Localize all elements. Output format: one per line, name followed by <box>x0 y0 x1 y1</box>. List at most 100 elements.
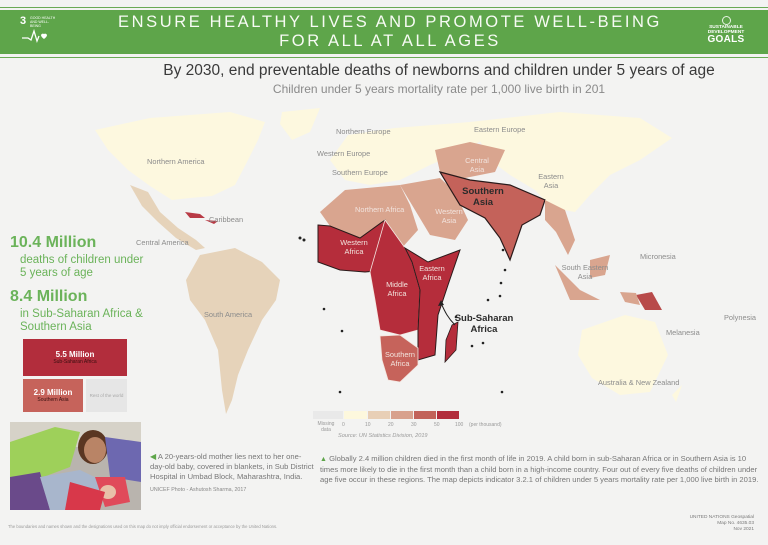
label-micronesia: Micronesia <box>640 252 676 261</box>
label-central-america: Central America <box>136 238 189 247</box>
region-melanesia <box>636 292 662 310</box>
label-eastern-africa: Eastern Africa <box>419 264 445 282</box>
region-caribbean <box>185 212 218 224</box>
label-southern-asia: Southern Asia <box>462 186 504 208</box>
label-central-asia: Central Asia <box>465 156 489 174</box>
deaths-treemap: 5.5 Million Sub-Saharan Africa 2.9 Milli… <box>23 339 128 412</box>
legend-swatch-10-20 <box>368 411 390 419</box>
treemap-sa-value: 2.9 Million <box>33 388 73 397</box>
stat-total-line1: deaths of children under <box>20 254 144 266</box>
map-credit: UNITED NATIONS Geospatial Map No. 4635.0… <box>690 515 754 533</box>
photo-caption: ◀ A 20-years-old mother lies next to her… <box>150 452 315 495</box>
stat-subset-value: 8.4 Million <box>10 288 88 305</box>
legend-tick-100: 100 <box>455 422 464 428</box>
logo-sustainable: SUSTAINABLE <box>709 25 743 30</box>
heartbeat-icon <box>22 29 47 43</box>
legend-swatch-missing <box>313 411 343 419</box>
label-eastern-europe: Eastern Europe <box>474 125 526 134</box>
stat-total-line2: 5 years of age <box>20 267 93 279</box>
label-eastern-asia: Eastern Asia <box>538 172 564 190</box>
region-australia <box>578 315 668 395</box>
summary-body: Globally 2.4 million children died in th… <box>320 454 759 485</box>
sdg3-badge: 3 GOOD HEALTH AND WELL-BEING <box>20 14 60 50</box>
label-western-europe: Western Europe <box>317 149 371 158</box>
pointer-left-icon: ◀ <box>150 452 157 461</box>
goal-title-line2: FOR ALL AT ALL AGES <box>279 32 501 50</box>
legend-source: Source: UN Statistics Division, 2019 <box>338 433 428 439</box>
logo-development: DEVELOPMENT <box>707 30 745 36</box>
credit-map-number: Map No. 4635.03 <box>717 521 754 526</box>
region-central-asia <box>435 142 505 178</box>
region-western-asia <box>400 178 468 240</box>
label-western-asia: Western Asia <box>435 207 463 225</box>
callout-arrow <box>440 302 456 326</box>
goal-number: 3 <box>20 15 27 27</box>
legend-tick-20: 20 <box>388 422 394 428</box>
page-headline: By 2030, end preventable deaths of newbo… <box>163 62 715 79</box>
banner-bottom-rule <box>0 57 768 58</box>
region-southern-africa <box>379 334 419 383</box>
stat-subset-line2: Southern Asia <box>20 321 92 333</box>
legend-missing-label: Missing data <box>317 421 335 433</box>
stat-subset-text: in Sub-Saharan Africa & Southern Asia <box>20 308 143 334</box>
legend-swatch-50-100 <box>437 411 459 419</box>
region-southern-asia <box>438 171 546 262</box>
map-subtitle: Children under 5 years mortality rate pe… <box>272 82 606 96</box>
goal-name: GOOD HEALTH AND WELL-BEING <box>30 16 56 28</box>
mother-baby-photo <box>10 422 141 510</box>
treemap-southern-asia: 2.9 Million Southern Asia <box>23 379 83 412</box>
treemap-rest-label: Rest of the world <box>89 393 124 398</box>
stat-total-text: deaths of children under 5 years of age <box>20 254 143 280</box>
banner-top-rule <box>0 7 768 8</box>
label-caribbean: Caribbean <box>209 215 244 224</box>
legend-tick-50: 50 <box>434 422 440 428</box>
stat-subset-line1: in Sub-Saharan Africa & <box>20 308 143 320</box>
legend-tick-10: 10 <box>365 422 371 428</box>
region-greenland <box>280 108 320 140</box>
world-map: Northern America Caribbean Central Ameri… <box>0 100 768 420</box>
label-middle-africa: Middle Africa <box>386 280 408 298</box>
label-southern-africa: Southern Africa <box>385 350 415 368</box>
region-eastern-asia <box>470 112 672 212</box>
region-eastern-africa <box>403 246 461 361</box>
photo-caption-text: A 20-years-old mother lies next to her o… <box>150 452 314 482</box>
legend-swatch-30-50 <box>414 411 436 419</box>
label-western-africa: Western Africa <box>340 238 368 256</box>
region-northern-america <box>95 112 265 200</box>
region-central-america <box>130 185 205 250</box>
legend-tick-30: 30 <box>411 422 417 428</box>
label-south-america: South America <box>204 310 253 319</box>
region-madagascar <box>444 321 459 364</box>
label-northern-america: Northern America <box>147 157 205 166</box>
label-southern-europe: Southern Europe <box>332 168 388 177</box>
label-south-eastern-asia: South Eastern Asia <box>561 263 609 281</box>
photo-credit: UNICEF Photo - Ashutosh Sharma, 2017 <box>150 486 247 493</box>
label-northern-europe: Northern Europe <box>336 127 391 136</box>
treemap-sa-label: Southern Asia <box>37 397 69 403</box>
treemap-rest-of-world: Rest of the world <box>86 379 127 412</box>
sdg-logo: SUSTAINABLE DEVELOPMENT GOALS <box>698 16 754 45</box>
legend-swatch-20-30 <box>391 411 413 419</box>
un-disclaimer: The boundaries and names shown and the d… <box>8 524 278 529</box>
pointer-up-icon: ▲ <box>320 456 327 463</box>
photo-illustration <box>10 422 141 510</box>
legend-tick-0: 0 <box>342 422 345 428</box>
legend-swatch-0-10 <box>344 411 367 419</box>
label-sub-saharan-africa-callout: Sub-Saharan Africa <box>454 313 514 335</box>
label-polynesia: Polynesia <box>724 313 757 322</box>
stat-total-value: 10.4 Million <box>10 234 97 251</box>
label-northern-africa: Northern Africa <box>355 205 405 214</box>
legend-unit: (per thousand) <box>469 422 502 428</box>
credit-org: UNITED NATIONS Geospatial <box>689 515 754 520</box>
label-melanesia: Melanesia <box>666 328 700 337</box>
region-europe <box>330 122 500 185</box>
treemap-sub-saharan-africa: 5.5 Million Sub-Saharan Africa <box>23 339 127 376</box>
label-australia-new-zealand: Australia & New Zealand <box>598 378 680 387</box>
region-south-eastern-asia <box>545 200 610 300</box>
un-globe-icon <box>721 16 731 25</box>
logo-goals: GOALS <box>707 34 745 46</box>
region-south-america <box>186 248 280 414</box>
treemap-ssa-label: Sub-Saharan Africa <box>53 359 97 365</box>
goal-title-line1: ENSURE HEALTHY LIVES AND PROMOTE WELL-BE… <box>118 13 662 31</box>
treemap-ssa-value: 5.5 Million <box>55 350 95 359</box>
